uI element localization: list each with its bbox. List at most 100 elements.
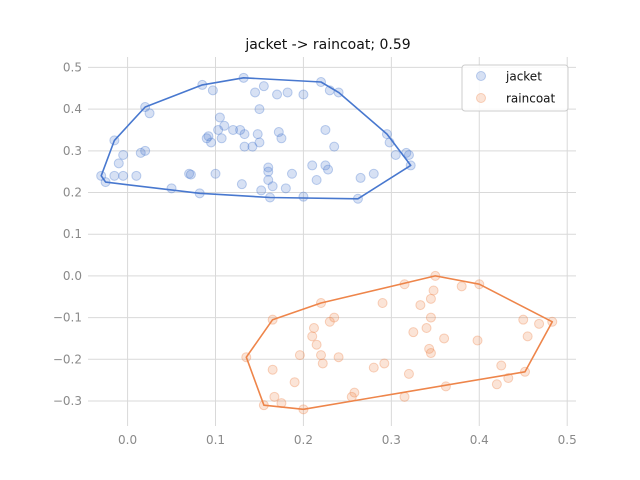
data-point-jacket [213, 124, 224, 135]
data-point-jacket [401, 147, 412, 158]
data-point-raincoat [430, 270, 441, 281]
data-point-jacket [140, 145, 151, 156]
data-point-jacket [118, 149, 129, 160]
data-point-jacket [256, 185, 267, 196]
data-point-jacket [276, 133, 287, 144]
data-point-jacket [298, 191, 309, 202]
data-point-jacket [109, 170, 120, 181]
data-point-jacket [235, 124, 246, 135]
data-point-jacket [368, 168, 379, 179]
data-point-jacket [219, 120, 230, 131]
data-point-jacket [206, 137, 217, 148]
data-point-jacket [286, 168, 297, 179]
data-point-jacket [109, 135, 120, 146]
axis-ticks: 0.0 0.1 0.2 0.3 0.4 0.5 −0.3 −0.2 −0.1 0.0 0.1 0.2 0… [53, 60, 577, 447]
data-point-jacket [254, 137, 265, 148]
data-point-raincoat [421, 323, 432, 334]
data-point-raincoat [294, 350, 305, 361]
data-point-jacket [236, 179, 247, 190]
data-point-raincoat [316, 350, 327, 361]
y-tick-label: −0.2 [53, 352, 82, 366]
data-point-raincoat [316, 298, 327, 308]
data-point-raincoat [298, 404, 309, 415]
data-point-raincoat [424, 343, 435, 354]
data-point-raincoat [518, 314, 529, 325]
data-point-raincoat [311, 339, 322, 350]
data-point-raincoat [346, 391, 357, 402]
data-point-raincoat [399, 279, 410, 290]
data-point-jacket [272, 89, 283, 100]
data-point-jacket [210, 168, 221, 179]
data-point-jacket [197, 79, 208, 90]
data-point-jacket [403, 149, 414, 160]
data-point-raincoat [368, 362, 379, 373]
legend-label-raincoat: raincoat [506, 92, 556, 106]
data-point-jacket [247, 141, 258, 152]
legend: jacket raincoat [461, 64, 569, 112]
legend-marker-raincoat [476, 93, 486, 103]
data-point-jacket [265, 192, 276, 203]
data-point-raincoat [333, 352, 344, 363]
data-point-jacket [329, 141, 340, 152]
y-tick-label: 0.3 [63, 144, 82, 158]
data-point-jacket [263, 162, 274, 173]
data-point-raincoat [503, 373, 514, 384]
data-point-jacket [390, 149, 401, 160]
data-point-jacket [352, 193, 363, 204]
data-point-raincoat [547, 316, 558, 327]
data-point-jacket [405, 160, 416, 171]
data-point-jacket [118, 170, 129, 181]
data-point-jacket [384, 137, 395, 148]
data-point-raincoat [377, 298, 388, 308]
data-point-jacket [239, 129, 250, 140]
grid-lines [88, 57, 576, 426]
data-point-raincoat [307, 331, 318, 342]
y-tick-label: −0.3 [53, 394, 82, 408]
x-tick-label: 0.3 [382, 433, 401, 447]
data-point-raincoat [258, 400, 269, 411]
data-point-jacket [144, 108, 155, 119]
data-point-raincoat [308, 323, 319, 334]
y-tick-label: −0.1 [53, 311, 82, 325]
y-tick-label: 0.2 [63, 186, 82, 200]
hull-outlines [100, 77, 554, 411]
data-point-jacket [184, 168, 195, 179]
data-point-jacket [324, 85, 335, 96]
data-point-raincoat [276, 398, 287, 409]
y-tick-label: 0.5 [63, 60, 82, 74]
data-point-raincoat [491, 379, 502, 390]
data-point-jacket [135, 147, 146, 158]
data-point-raincoat [241, 352, 252, 363]
data-point-raincoat [399, 391, 410, 402]
data-point-raincoat [474, 279, 485, 290]
data-point-jacket [113, 158, 124, 169]
hull-jacket [100, 77, 412, 200]
data-point-raincoat [425, 293, 436, 304]
data-point-jacket [214, 112, 225, 123]
x-tick-label: 0.1 [206, 433, 225, 447]
data-point-jacket [228, 124, 239, 135]
data-point-jacket [263, 175, 274, 185]
data-point-raincoat [267, 364, 278, 375]
data-point-jacket [239, 141, 250, 152]
data-point-jacket [381, 129, 392, 140]
data-point-jacket [298, 89, 309, 100]
data-point-raincoat [317, 358, 328, 369]
data-point-raincoat [349, 387, 360, 398]
data-point-raincoat [496, 360, 507, 371]
data-point-jacket [267, 181, 278, 192]
data-point-raincoat [522, 331, 533, 342]
data-point-raincoat [408, 327, 419, 338]
x-tick-label: 0.0 [118, 433, 137, 447]
x-tick-label: 0.4 [470, 433, 489, 447]
data-point-raincoat [456, 281, 467, 292]
data-point-jacket [166, 183, 177, 194]
data-point-jacket [250, 87, 261, 98]
data-point-jacket [254, 104, 265, 115]
chart-title: jacket -> raincoat; 0.59 [244, 37, 410, 53]
data-point-jacket [207, 85, 218, 96]
data-point-jacket [263, 166, 274, 177]
data-point-jacket [280, 183, 291, 194]
data-point-raincoat [472, 335, 483, 346]
